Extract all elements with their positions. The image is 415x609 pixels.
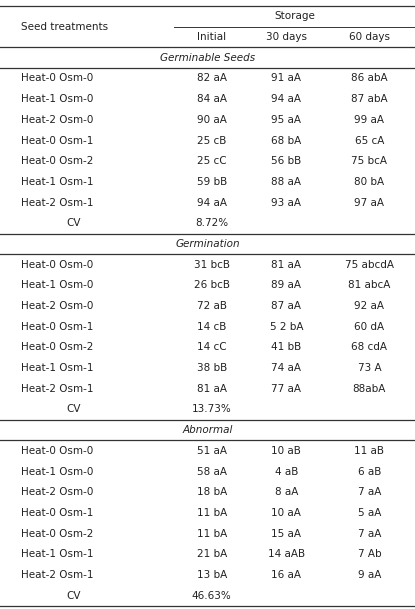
Text: 26 bcB: 26 bcB: [194, 280, 229, 290]
Text: 25 cB: 25 cB: [197, 136, 226, 146]
Text: 75 bcA: 75 bcA: [352, 157, 387, 166]
Text: 81 aA: 81 aA: [197, 384, 227, 394]
Text: Heat-2 Osm-0: Heat-2 Osm-0: [21, 301, 93, 311]
Text: 93 aA: 93 aA: [271, 197, 301, 208]
Text: 15 aA: 15 aA: [271, 529, 301, 538]
Text: Heat-0 Osm-0: Heat-0 Osm-0: [21, 259, 93, 270]
Text: 41 bB: 41 bB: [271, 342, 301, 353]
Text: 9 aA: 9 aA: [358, 570, 381, 580]
Text: 82 aA: 82 aA: [197, 74, 227, 83]
Text: 91 aA: 91 aA: [271, 74, 301, 83]
Text: 10 aA: 10 aA: [271, 508, 301, 518]
Text: 14 cB: 14 cB: [197, 322, 226, 332]
Text: 13.73%: 13.73%: [192, 404, 232, 415]
Text: 11 bA: 11 bA: [197, 508, 227, 518]
Text: Abnormal: Abnormal: [182, 425, 233, 435]
Text: Heat-0 Osm-1: Heat-0 Osm-1: [21, 136, 93, 146]
Text: Germinable Seeds: Germinable Seeds: [160, 53, 255, 63]
Text: Heat-0 Osm-2: Heat-0 Osm-2: [21, 529, 93, 538]
Text: 88abA: 88abA: [353, 384, 386, 394]
Text: Initial: Initial: [197, 32, 226, 42]
Text: CV: CV: [66, 218, 81, 228]
Text: 6 aB: 6 aB: [358, 466, 381, 476]
Text: 10 aB: 10 aB: [271, 446, 301, 456]
Text: 14 cC: 14 cC: [197, 342, 227, 353]
Text: 8 aA: 8 aA: [275, 487, 298, 497]
Text: 38 bB: 38 bB: [197, 363, 227, 373]
Text: 31 bcB: 31 bcB: [194, 259, 229, 270]
Text: Heat-1 Osm-1: Heat-1 Osm-1: [21, 363, 93, 373]
Text: 11 bA: 11 bA: [197, 529, 227, 538]
Text: 95 aA: 95 aA: [271, 115, 301, 125]
Text: 5 aA: 5 aA: [358, 508, 381, 518]
Text: 7 aA: 7 aA: [358, 487, 381, 497]
Text: 58 aA: 58 aA: [197, 466, 227, 476]
Text: Heat-0 Osm-1: Heat-0 Osm-1: [21, 322, 93, 332]
Text: 74 aA: 74 aA: [271, 363, 301, 373]
Text: Heat-2 Osm-1: Heat-2 Osm-1: [21, 384, 93, 394]
Text: Heat-0 Osm-2: Heat-0 Osm-2: [21, 342, 93, 353]
Text: 16 aA: 16 aA: [271, 570, 301, 580]
Text: 13 bA: 13 bA: [197, 570, 227, 580]
Text: 18 bA: 18 bA: [197, 487, 227, 497]
Text: 14 aAB: 14 aAB: [268, 549, 305, 559]
Text: 5 2 bA: 5 2 bA: [270, 322, 303, 332]
Text: 4 aB: 4 aB: [275, 466, 298, 476]
Text: 90 aA: 90 aA: [197, 115, 227, 125]
Text: 94 aA: 94 aA: [197, 197, 227, 208]
Text: 56 bB: 56 bB: [271, 157, 301, 166]
Text: 68 bA: 68 bA: [271, 136, 301, 146]
Text: 86 abA: 86 abA: [351, 74, 388, 83]
Text: Germination: Germination: [175, 239, 240, 249]
Text: 87 aA: 87 aA: [271, 301, 301, 311]
Text: 87 abA: 87 abA: [351, 94, 388, 104]
Text: 46.63%: 46.63%: [192, 591, 232, 600]
Text: 77 aA: 77 aA: [271, 384, 301, 394]
Text: Heat-0 Osm-2: Heat-0 Osm-2: [21, 157, 93, 166]
Text: 72 aB: 72 aB: [197, 301, 227, 311]
Text: 51 aA: 51 aA: [197, 446, 227, 456]
Text: 92 aA: 92 aA: [354, 301, 384, 311]
Text: CV: CV: [66, 591, 81, 600]
Text: 7 Ab: 7 Ab: [358, 549, 381, 559]
Text: Heat-1 Osm-0: Heat-1 Osm-0: [21, 280, 93, 290]
Text: 8.72%: 8.72%: [195, 218, 228, 228]
Text: 88 aA: 88 aA: [271, 177, 301, 187]
Text: 60 dA: 60 dA: [354, 322, 384, 332]
Text: 94 aA: 94 aA: [271, 94, 301, 104]
Text: 73 A: 73 A: [358, 363, 381, 373]
Text: Seed treatments: Seed treatments: [21, 22, 108, 32]
Text: Heat-2 Osm-1: Heat-2 Osm-1: [21, 197, 93, 208]
Text: Heat-1 Osm-1: Heat-1 Osm-1: [21, 177, 93, 187]
Text: Heat-2 Osm-1: Heat-2 Osm-1: [21, 570, 93, 580]
Text: Heat-2 Osm-0: Heat-2 Osm-0: [21, 487, 93, 497]
Text: 59 bB: 59 bB: [197, 177, 227, 187]
Text: 25 cC: 25 cC: [197, 157, 227, 166]
Text: 11 aB: 11 aB: [354, 446, 384, 456]
Text: 68 cdA: 68 cdA: [352, 342, 387, 353]
Text: Heat-2 Osm-0: Heat-2 Osm-0: [21, 115, 93, 125]
Text: 81 aA: 81 aA: [271, 259, 301, 270]
Text: CV: CV: [66, 404, 81, 415]
Text: 21 bA: 21 bA: [197, 549, 227, 559]
Text: 89 aA: 89 aA: [271, 280, 301, 290]
Text: 80 bA: 80 bA: [354, 177, 384, 187]
Text: 99 aA: 99 aA: [354, 115, 384, 125]
Text: 81 abcA: 81 abcA: [348, 280, 391, 290]
Text: 84 aA: 84 aA: [197, 94, 227, 104]
Text: Heat-0 Osm-0: Heat-0 Osm-0: [21, 446, 93, 456]
Text: Heat-0 Osm-0: Heat-0 Osm-0: [21, 74, 93, 83]
Text: Heat-1 Osm-0: Heat-1 Osm-0: [21, 94, 93, 104]
Text: 65 cA: 65 cA: [355, 136, 384, 146]
Text: 30 days: 30 days: [266, 32, 307, 42]
Text: 60 days: 60 days: [349, 32, 390, 42]
Text: 7 aA: 7 aA: [358, 529, 381, 538]
Text: 75 abcdA: 75 abcdA: [345, 259, 394, 270]
Text: 97 aA: 97 aA: [354, 197, 384, 208]
Text: Heat-0 Osm-1: Heat-0 Osm-1: [21, 508, 93, 518]
Text: Heat-1 Osm-0: Heat-1 Osm-0: [21, 466, 93, 476]
Text: Storage: Storage: [274, 12, 315, 21]
Text: Heat-1 Osm-1: Heat-1 Osm-1: [21, 549, 93, 559]
